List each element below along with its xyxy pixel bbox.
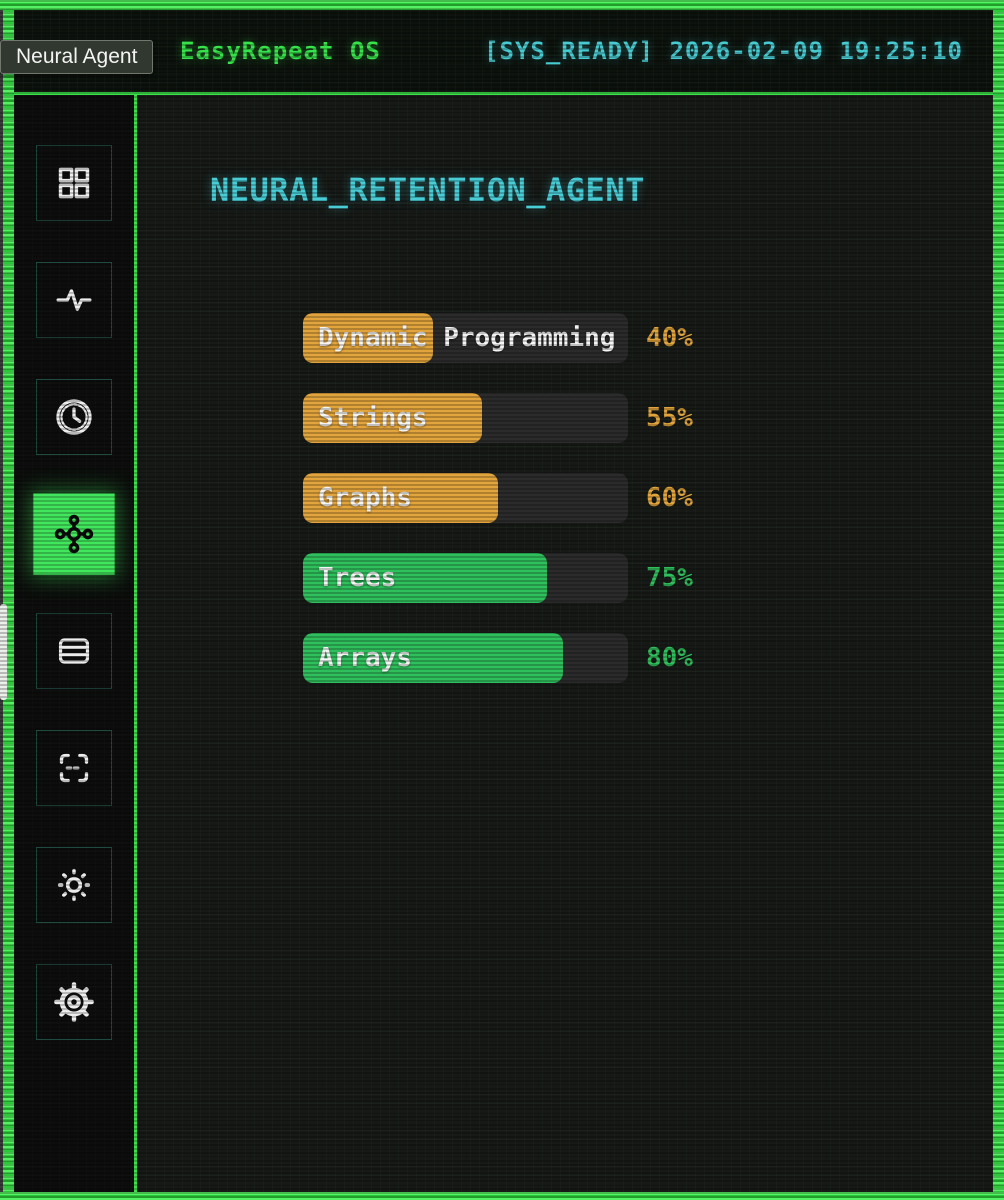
main-panel: NEURAL_RETENTION_AGENT Dynamic Programmi… [137, 95, 993, 1192]
bar-value: 60% [646, 483, 693, 513]
header: EasyRepeat OS [SYS_READY] 2026-02-09 19:… [14, 10, 993, 92]
bar-row: Dynamic Programming 40% [303, 313, 693, 363]
grid-icon [55, 164, 93, 202]
bar-value: 80% [646, 643, 693, 673]
sidebar-item-display[interactable] [36, 847, 112, 923]
bar-fill [303, 313, 433, 363]
sidebar-item-settings[interactable] [36, 964, 112, 1040]
clock-icon [53, 396, 95, 438]
bar-fill [303, 473, 498, 523]
bar-row: Strings 55% [303, 393, 693, 443]
bar-value: 75% [646, 563, 693, 593]
sidebar-item-neural-network[interactable] [33, 493, 115, 575]
gear-icon [52, 980, 96, 1024]
bar-track [303, 313, 628, 363]
network-icon [52, 512, 97, 557]
bar-track [303, 393, 628, 443]
bar-track [303, 553, 628, 603]
bar-row: Graphs 60% [303, 473, 693, 523]
sidebar [14, 95, 134, 1192]
app-title: EasyRepeat OS [180, 37, 381, 65]
bar-fill [303, 633, 563, 683]
bar-label: Trees [318, 563, 397, 593]
scrollbar-track[interactable] [0, 10, 3, 1192]
system-status: [SYS_READY] 2026-02-09 19:25:10 [484, 37, 963, 65]
sidebar-item-history[interactable] [36, 379, 112, 455]
sidebar-divider [134, 95, 137, 1192]
page-title: NEURAL_RETENTION_AGENT [210, 171, 645, 209]
activity-icon [54, 280, 94, 320]
sidebar-item-data[interactable] [36, 613, 112, 689]
sidebar-item-scan[interactable] [36, 730, 112, 806]
bar-track [303, 633, 628, 683]
bar-row: Trees 75% [303, 553, 693, 603]
window-border-right [993, 0, 1004, 1200]
window-border-top [0, 0, 1004, 10]
bar-fill [303, 553, 547, 603]
window-border-left [0, 0, 14, 1200]
retention-chart: Dynamic Programming 40% Strings 55% Graphs 60… [303, 313, 693, 713]
cursor-tooltip: Neural Agent [0, 40, 154, 74]
bar-label: Graphs [318, 483, 412, 513]
brightness-icon [54, 865, 94, 905]
cursor-tooltip-label: Neural Agent [16, 45, 138, 68]
bar-value: 40% [646, 323, 693, 353]
bar-track [303, 473, 628, 523]
scrollbar-thumb[interactable] [0, 604, 7, 700]
bar-value: 55% [646, 403, 693, 433]
bar-fill [303, 393, 482, 443]
bar-label: Strings [318, 403, 428, 433]
sidebar-item-dashboard[interactable] [36, 145, 112, 221]
window-border-bottom [0, 1192, 1004, 1200]
server-icon [55, 632, 93, 670]
header-separator [14, 92, 993, 95]
scan-icon [54, 748, 94, 788]
bar-row: Arrays 80% [303, 633, 693, 683]
sidebar-item-activity[interactable] [36, 262, 112, 338]
bar-label: Dynamic Programming [318, 323, 616, 353]
bar-label: Arrays [318, 643, 412, 673]
